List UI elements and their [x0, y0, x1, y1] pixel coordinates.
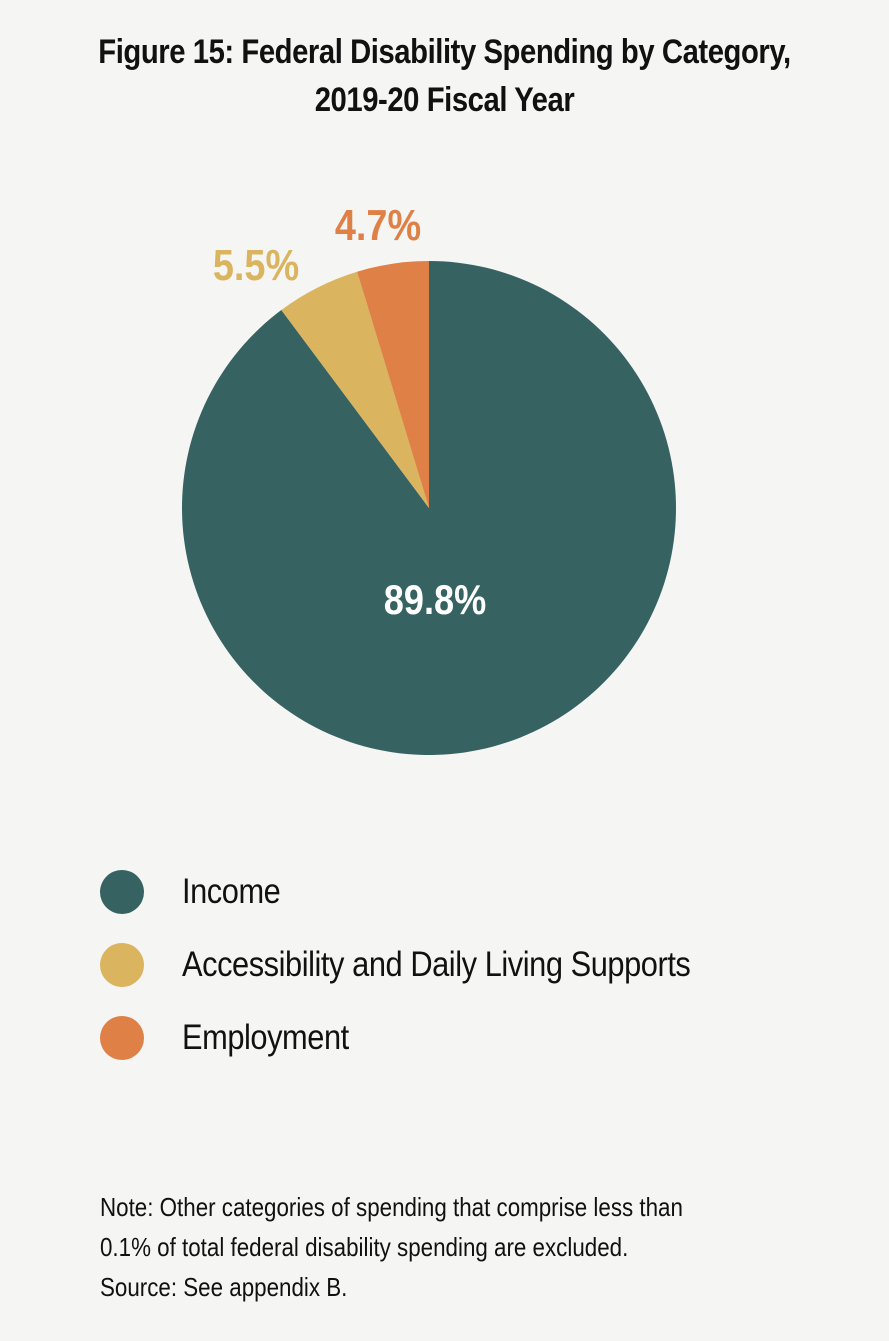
legend-swatch-accessibility [100, 942, 144, 987]
chart-title: Figure 15: Federal Disability Spending b… [62, 28, 827, 124]
data-label-accessibility: 5.5% [213, 240, 299, 289]
data-label-employment: 4.7% [335, 200, 421, 249]
pie-chart: 89.8% 5.5% 4.7% [181, 200, 676, 755]
legend-swatch-employment [100, 1015, 144, 1060]
pie-slice-accessibility [281, 271, 429, 508]
legend-label-employment: Employment [182, 1017, 349, 1057]
data-label-income: 89.8% [384, 578, 486, 624]
chart-title-line-1: Figure 15: Federal Disability Spending b… [98, 33, 791, 71]
legend-item-income: Income [100, 855, 760, 928]
legend-label-income: Income [182, 871, 281, 911]
legend-item-accessibility: Accessibility and Daily Living Supports [100, 928, 760, 1001]
legend-item-employment: Employment [100, 1001, 760, 1074]
footnote: Note: Other categories of spending that … [100, 1187, 683, 1307]
legend: Income Accessibility and Daily Living Su… [100, 855, 760, 1074]
pie-slice-income [181, 261, 676, 755]
footnote-line-2: 0.1% of total federal disability spendin… [100, 1232, 629, 1262]
chart-title-line-2: 2019-20 Fiscal Year [314, 81, 575, 119]
pie-slice-employment [357, 261, 429, 508]
source-line: Source: See appendix B. [100, 1272, 348, 1302]
footnote-line-1: Note: Other categories of spending that … [100, 1192, 683, 1222]
legend-label-accessibility: Accessibility and Daily Living Supports [182, 944, 691, 984]
legend-swatch-income [100, 869, 144, 914]
